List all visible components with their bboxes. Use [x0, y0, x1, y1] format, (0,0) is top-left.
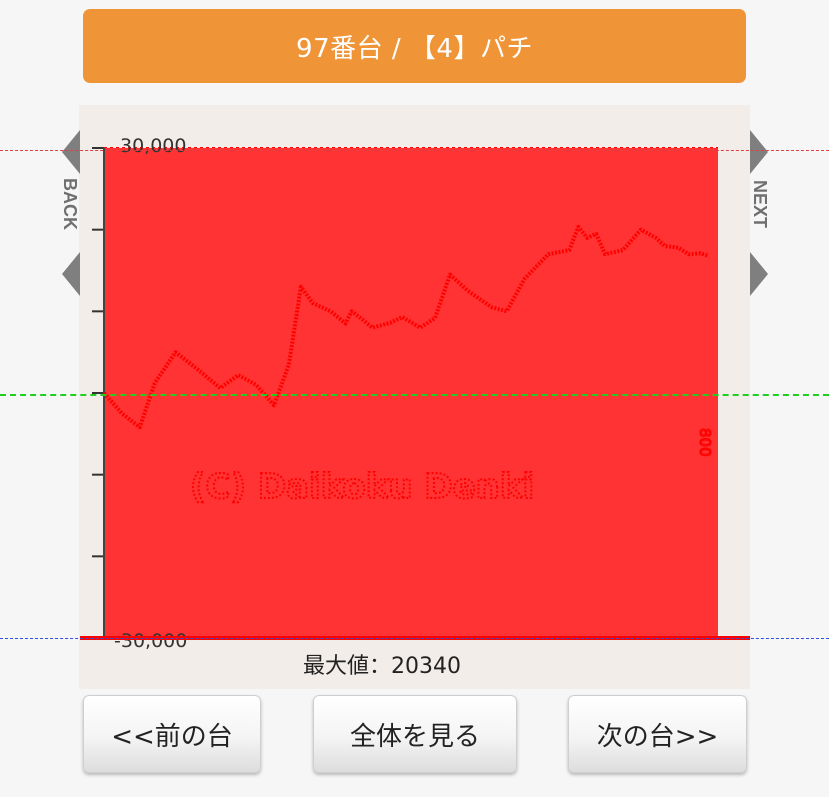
prev-machine-button[interactable]: <<前の台 — [83, 695, 261, 773]
back-nav[interactable]: BACK — [58, 130, 84, 300]
max-value-label: 最大値：20340 — [303, 654, 461, 679]
guide-line-top — [0, 150, 829, 151]
next-arrow-down-icon — [750, 252, 768, 296]
watermark: (C) Daikoku Denki — [190, 467, 534, 507]
next-label: NEXT — [750, 180, 770, 228]
back-arrow-up-icon — [62, 130, 80, 174]
y-tick-label-bottom: -30,000 — [114, 630, 187, 652]
machine-title-bar: 97番台 / 【4】パチ — [83, 9, 746, 83]
back-arrow-down-icon — [62, 252, 80, 296]
series-line — [102, 224, 709, 430]
machine-title: 97番台 / 【4】パチ — [296, 33, 533, 64]
next-arrow-up-icon — [750, 130, 768, 174]
y-tick-label-top: 30,000 — [120, 135, 186, 157]
view-all-button[interactable]: 全体を見る — [313, 695, 517, 773]
y-ticks — [92, 147, 105, 639]
next-nav[interactable]: NEXT — [746, 130, 772, 300]
guide-line-zero — [0, 394, 829, 396]
graph-fill-area — [104, 148, 718, 638]
next-machine-button[interactable]: 次の台>> — [568, 695, 747, 773]
end-value-label: 800 — [696, 428, 714, 457]
back-label: BACK — [60, 178, 80, 230]
guide-line-bottom — [0, 638, 829, 639]
